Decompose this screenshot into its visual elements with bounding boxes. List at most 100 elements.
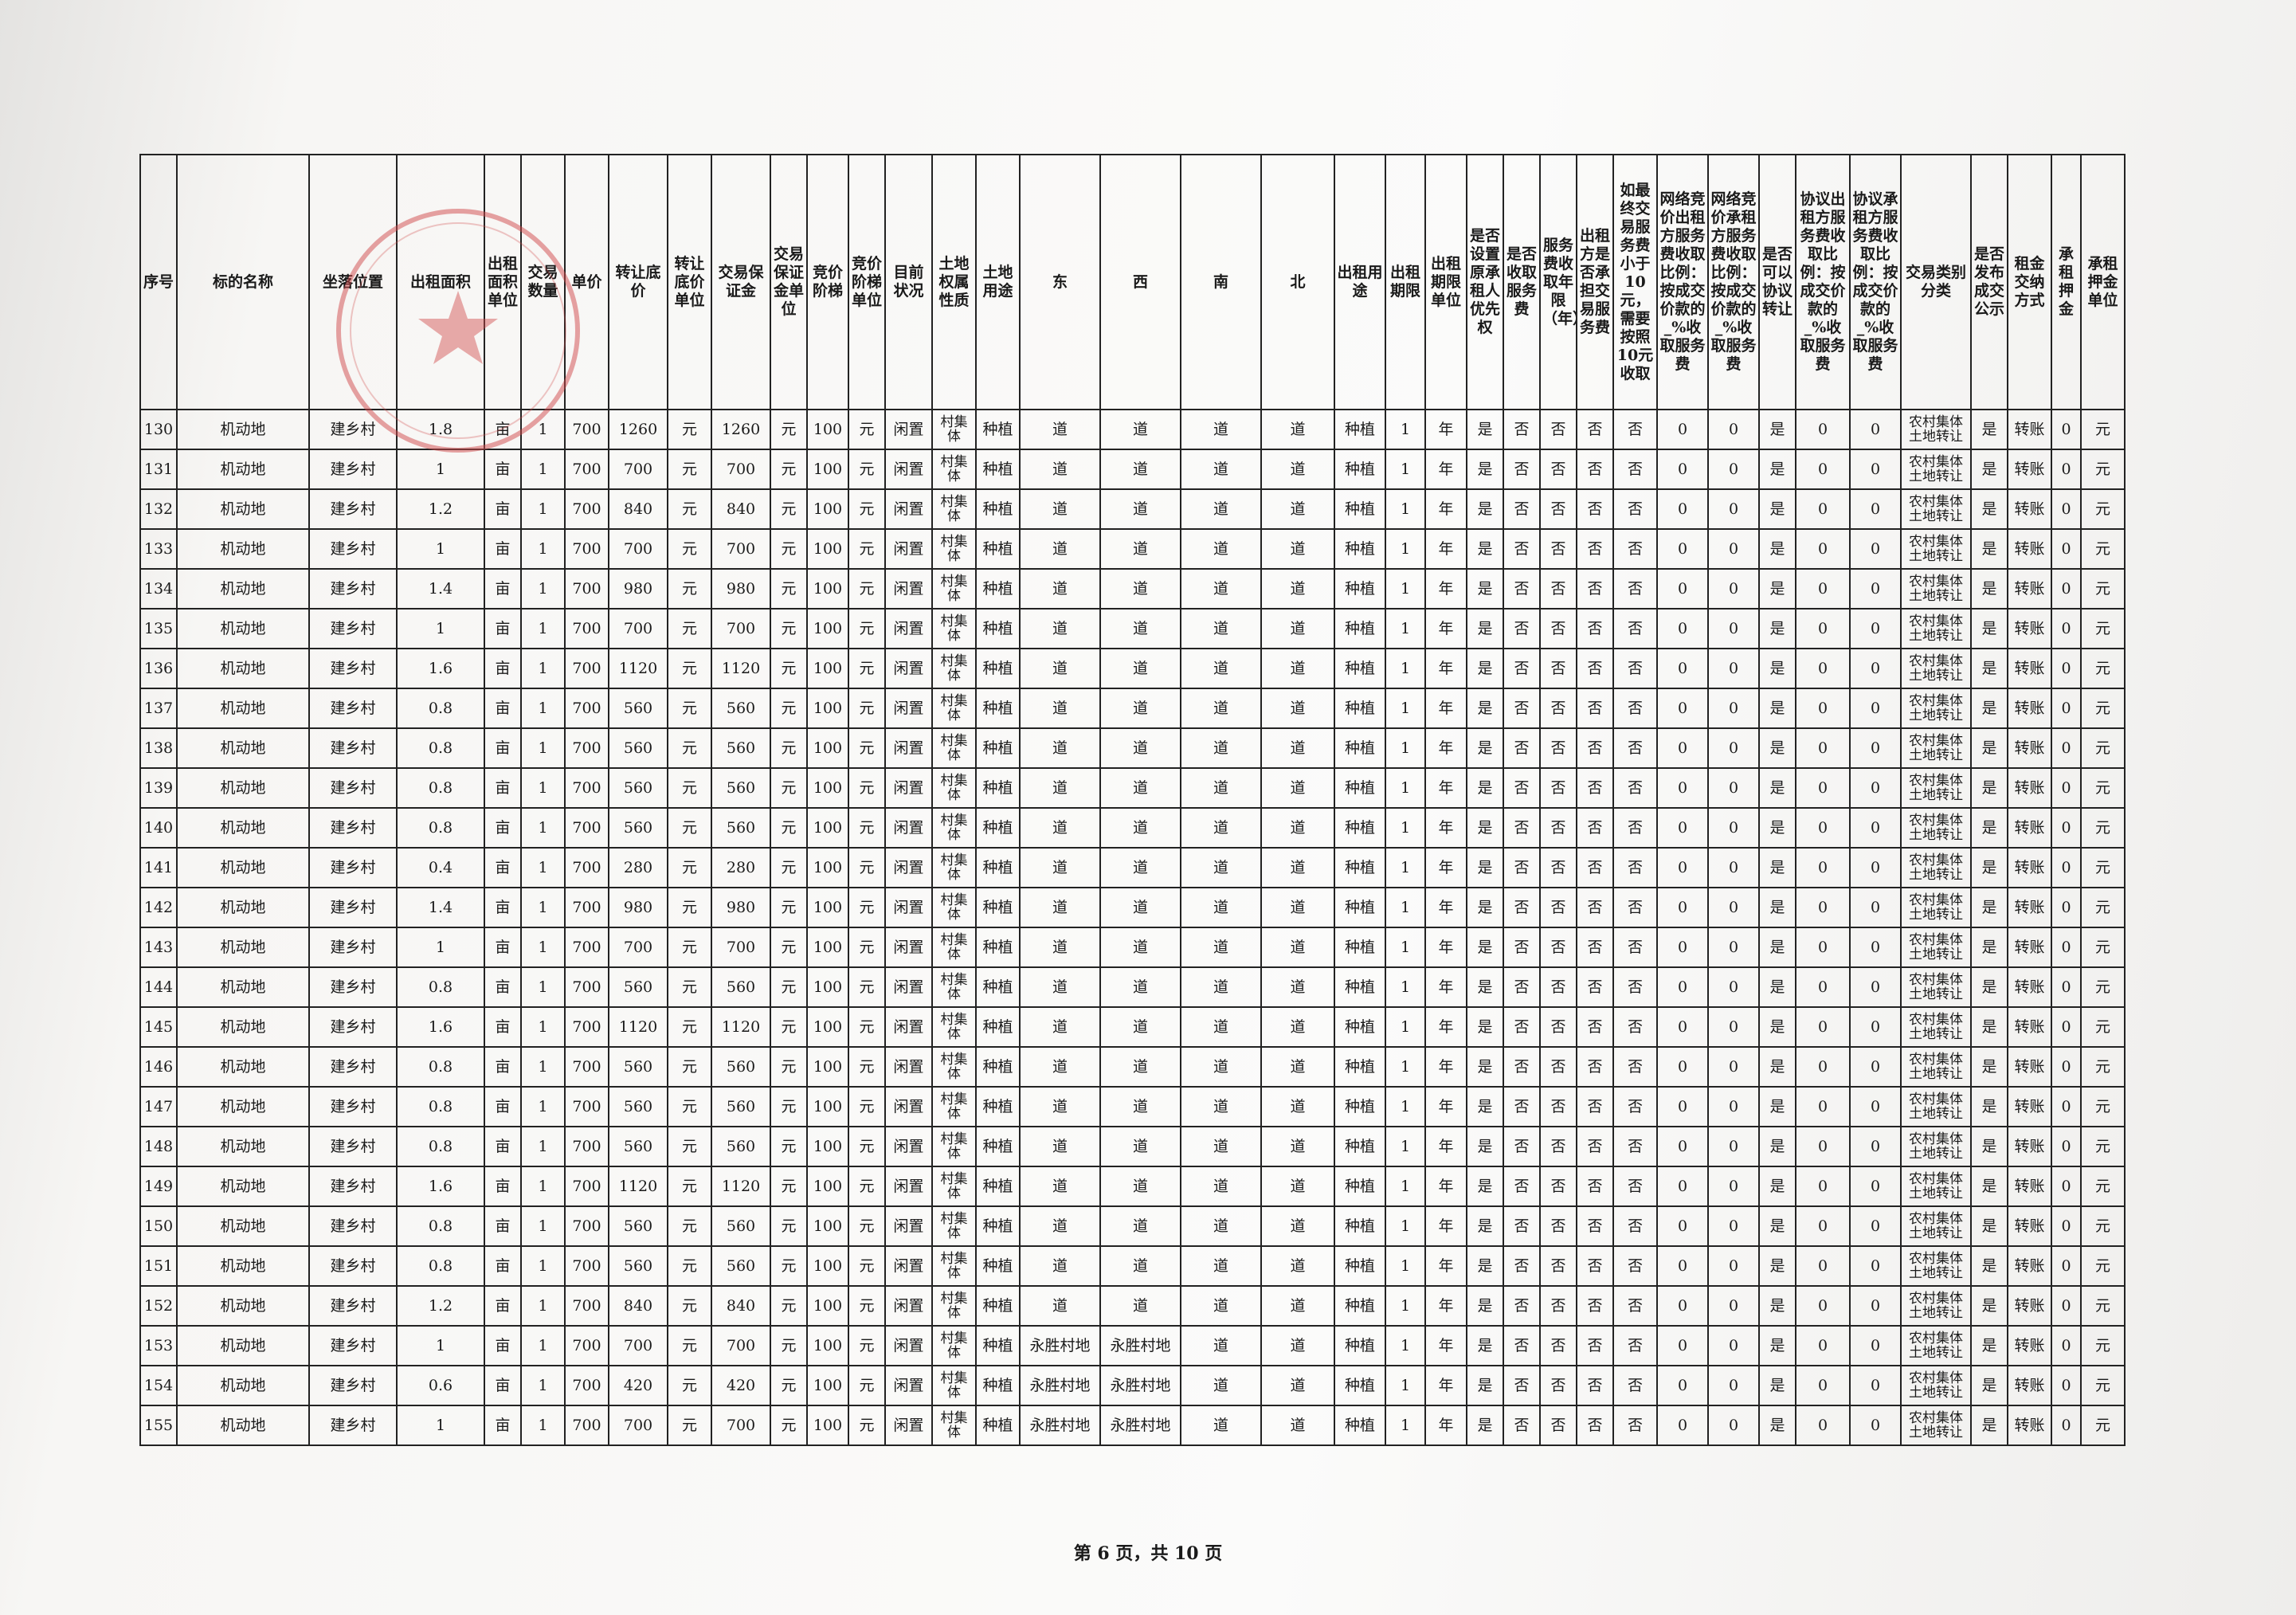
table-cell: 否 — [1576, 568, 1614, 610]
table-cell: 年 — [1424, 1126, 1467, 1167]
table-cell: 元 — [770, 887, 808, 928]
table-cell: 1 — [1385, 488, 1426, 530]
table-cell: 否 — [1539, 1325, 1577, 1366]
table-cell: 否 — [1503, 409, 1541, 450]
table-cell: 转账 — [2007, 966, 2052, 1008]
table-cell: 0 — [1795, 727, 1851, 769]
table-cell: 560 — [608, 807, 668, 849]
table-cell: 机动地 — [176, 1126, 310, 1167]
table-cell: 1260 — [608, 409, 668, 450]
table-cell: 700 — [564, 1365, 609, 1406]
table-cell: 0 — [1795, 608, 1851, 649]
table-cell: 种植 — [1334, 1285, 1386, 1327]
table-cell: 道 — [1180, 528, 1262, 570]
table-cell: 0 — [1656, 1405, 1709, 1446]
table-cell: 农村集体土地转让 — [1900, 1166, 1972, 1207]
table-cell: 否 — [1576, 608, 1614, 649]
table-cell: 元 — [2080, 927, 2126, 968]
table-cell: 否 — [1576, 1126, 1614, 1167]
table-cell: 138 — [139, 727, 178, 769]
land-table: 序号 标的名称 坐落位置 出租面积 出租面积单位 交易数量 单价 转让底价 转让底价单位 交易保证… — [139, 154, 2126, 1446]
table-cell: 1 — [1385, 1245, 1426, 1287]
table-cell: 1 — [1385, 568, 1426, 610]
table-cell: 闲置 — [884, 1126, 933, 1167]
table-cell: 道 — [1019, 887, 1101, 928]
table-cell: 100 — [806, 449, 849, 490]
table-cell: 道 — [1099, 807, 1181, 849]
table-cell: 否 — [1612, 1245, 1658, 1287]
table-cell: 道 — [1019, 927, 1101, 968]
table-cell: 种植 — [1334, 727, 1386, 769]
table-cell: 元 — [2080, 648, 2126, 689]
table-cell: 闲置 — [884, 887, 933, 928]
table-cell: 元 — [667, 807, 712, 849]
table-cell: 否 — [1539, 1126, 1577, 1167]
table-cell: 0 — [1849, 449, 1902, 490]
table-cell: 转账 — [2007, 568, 2052, 610]
table-cell: 否 — [1612, 1405, 1658, 1446]
table-cell: 0 — [1795, 1126, 1851, 1167]
table-cell: 农村集体土地转让 — [1900, 688, 1972, 729]
table-cell: 1 — [1385, 807, 1426, 849]
table-cell: 否 — [1612, 807, 1658, 849]
table-cell: 700 — [564, 648, 609, 689]
table-cell: 151 — [139, 1245, 178, 1287]
table-cell: 否 — [1576, 887, 1614, 928]
table-cell: 闲置 — [884, 1325, 933, 1366]
table-cell: 否 — [1503, 1166, 1541, 1207]
table-cell: 0 — [1849, 1245, 1902, 1287]
table-cell: 元 — [667, 1405, 712, 1446]
table-cell: 道 — [1019, 648, 1101, 689]
table-cell: 否 — [1539, 807, 1577, 849]
table-cell: 否 — [1576, 767, 1614, 809]
table-cell: 否 — [1539, 966, 1577, 1008]
table-cell: 元 — [770, 449, 808, 490]
table-cell: 是 — [1758, 528, 1796, 570]
table-row: 152 机动地 建乡村 1.2 亩 1 700 840 元 840 元 100 元闲置 村集体 种植道道道道… — [139, 1285, 2126, 1327]
table-cell: 0 — [1656, 1245, 1709, 1287]
table-cell: 是 — [1970, 847, 2008, 888]
table-cell: 道 — [1099, 528, 1181, 570]
table-cell: 700 — [711, 528, 771, 570]
table-cell: 0.8 — [396, 1205, 485, 1247]
table-cell: 142 — [139, 887, 178, 928]
table-cell: 道 — [1099, 727, 1181, 769]
table-cell: 0 — [1795, 1086, 1851, 1127]
table-cell: 村集体 — [931, 409, 977, 450]
table-cell: 种植 — [1334, 966, 1386, 1008]
table-cell: 0.8 — [396, 1245, 485, 1287]
table-cell: 元 — [2080, 727, 2126, 769]
table-cell: 0 — [1795, 1245, 1851, 1287]
table-cell: 是 — [1758, 767, 1796, 809]
table-cell: 1 — [520, 966, 566, 1008]
table-cell: 141 — [139, 847, 178, 888]
table-cell: 否 — [1612, 1365, 1658, 1406]
column-header: 服务费收取年限（年） — [1539, 154, 1577, 410]
table-cell: 道 — [1180, 1205, 1262, 1247]
table-cell: 1120 — [711, 648, 771, 689]
table-cell: 0 — [2051, 887, 2082, 928]
table-cell: 亩 — [484, 767, 522, 809]
table-cell: 否 — [1503, 1245, 1541, 1287]
table-cell: 元 — [770, 966, 808, 1008]
table-cell: 种植 — [975, 409, 1021, 450]
table-cell: 元 — [770, 688, 808, 729]
table-cell: 0 — [2051, 807, 2082, 849]
table-cell: 年 — [1424, 568, 1467, 610]
table-cell: 亩 — [484, 1046, 522, 1088]
table-cell: 0 — [1656, 807, 1709, 849]
table-cell: 0 — [2051, 488, 2082, 530]
table-cell: 是 — [1758, 1325, 1796, 1366]
table-cell: 100 — [806, 847, 849, 888]
table-cell: 道 — [1019, 1006, 1101, 1048]
table-cell: 0 — [1795, 648, 1851, 689]
table-cell: 560 — [608, 767, 668, 809]
table-cell: 否 — [1576, 528, 1614, 570]
table-cell: 0.8 — [396, 727, 485, 769]
table-cell: 机动地 — [176, 488, 310, 530]
table-cell: 1.6 — [396, 1006, 485, 1048]
table-cell: 亩 — [484, 648, 522, 689]
table-cell: 0 — [1656, 568, 1709, 610]
table-cell: 否 — [1539, 1365, 1577, 1406]
table-cell: 年 — [1424, 1325, 1467, 1366]
